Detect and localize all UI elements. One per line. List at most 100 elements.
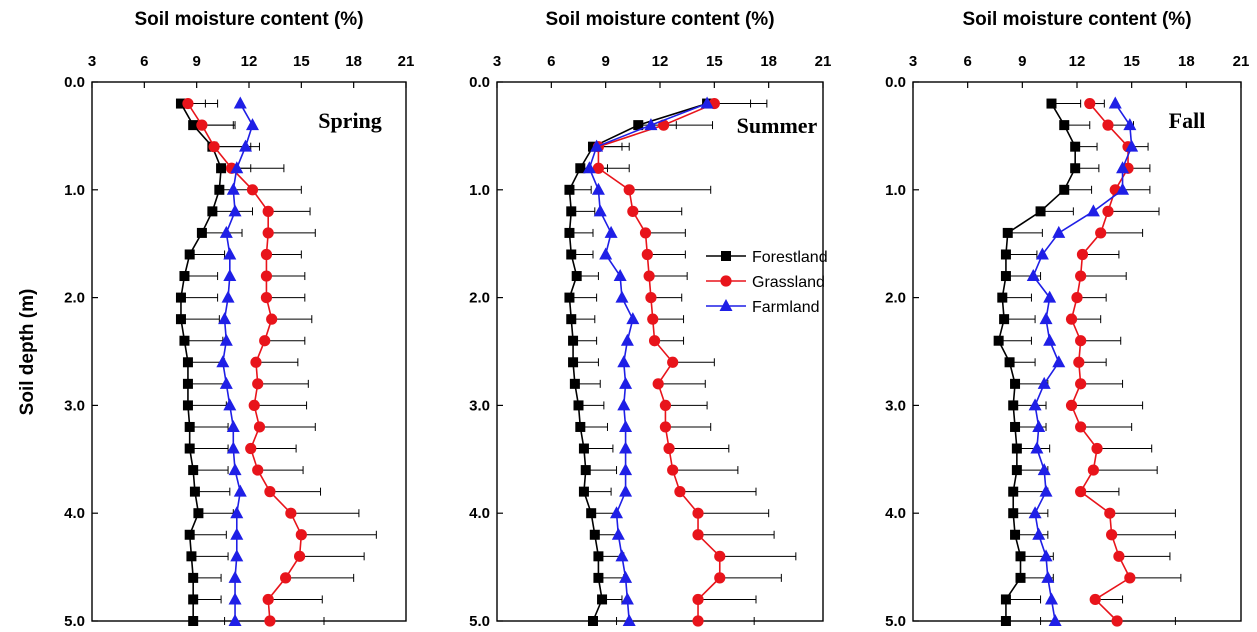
data-point: [627, 205, 639, 217]
data-point: [1052, 355, 1066, 368]
data-point: [652, 378, 664, 390]
series-farmland: [582, 96, 714, 626]
x-axis-title: Soil moisture content (%): [962, 9, 1191, 30]
y-tick-label: 2.0: [469, 290, 490, 307]
data-point: [1075, 378, 1087, 390]
x-tick-label: 6: [140, 53, 148, 70]
data-point: [623, 184, 635, 196]
data-point: [246, 184, 259, 196]
data-point: [196, 227, 207, 238]
data-point: [182, 378, 193, 389]
data-point: [228, 570, 242, 583]
data-point: [586, 508, 597, 519]
plot-frame: [912, 81, 1242, 622]
data-point: [226, 441, 240, 454]
data-point: [250, 356, 262, 368]
data-point: [590, 139, 604, 152]
data-point: [597, 594, 608, 605]
y-tick-label: 4.0: [469, 505, 490, 522]
data-point: [226, 419, 240, 432]
data-point: [714, 572, 726, 584]
series-farmland: [216, 96, 259, 626]
y-tick-label: 3.0: [885, 397, 906, 414]
data-point: [1035, 206, 1046, 217]
x-tick-label: 3: [909, 53, 917, 70]
data-point: [188, 616, 199, 626]
data-point: [223, 398, 237, 411]
data-point: [1065, 399, 1078, 411]
data-point: [566, 206, 577, 217]
data-point: [566, 249, 577, 260]
data-point: [1046, 98, 1057, 109]
y-tick-label: 3.0: [469, 397, 490, 414]
y-tick-label: 1.0: [469, 182, 490, 199]
data-point: [1010, 529, 1021, 540]
data-point: [564, 227, 575, 238]
data-point: [1011, 443, 1022, 454]
data-point: [1030, 441, 1044, 454]
data-point: [571, 271, 582, 282]
data-point: [1041, 570, 1055, 583]
data-point: [1070, 141, 1081, 152]
data-point: [293, 550, 306, 562]
data-point: [1124, 572, 1136, 584]
data-point: [1044, 592, 1058, 605]
data-point: [619, 376, 633, 389]
data-point: [230, 161, 244, 174]
data-point: [619, 463, 633, 476]
data-point: [578, 443, 589, 454]
data-point: [633, 120, 644, 131]
legend-item-grassland: Grassland: [706, 274, 825, 291]
data-point: [1039, 484, 1053, 497]
panel-summer: Soil moisture content (%) 3 6 9 12 15 18 21 0.0 1…: [469, 9, 831, 630]
data-point: [264, 615, 276, 627]
data-point: [714, 550, 726, 562]
data-point: [228, 463, 242, 476]
data-point: [1000, 616, 1011, 626]
data-point: [1113, 550, 1125, 562]
data-point: [1043, 290, 1057, 303]
x-tick-label: 18: [760, 53, 777, 70]
data-point: [593, 551, 604, 562]
data-point: [1010, 378, 1021, 389]
data-point: [216, 355, 230, 368]
data-point: [1104, 507, 1116, 519]
data-point: [262, 205, 274, 217]
data-point: [1048, 614, 1062, 626]
data-point: [692, 507, 704, 519]
data-point: [1002, 227, 1013, 238]
data-point: [643, 270, 655, 282]
data-point: [1052, 225, 1066, 238]
legend-label: Farmland: [752, 299, 820, 316]
y-tick-label: 0.0: [64, 74, 85, 91]
data-point: [1004, 357, 1015, 368]
data-point: [1015, 551, 1026, 562]
x-tick-label: 3: [493, 53, 501, 70]
data-point: [221, 290, 235, 303]
data-point: [593, 572, 604, 583]
data-point: [1116, 161, 1130, 174]
data-point: [245, 118, 259, 131]
series-grassland: [182, 97, 377, 627]
data-point: [644, 118, 658, 131]
data-point: [1102, 205, 1114, 217]
data-point: [1075, 486, 1087, 498]
y-axis-title: Soil depth (m): [17, 289, 38, 416]
series-forestland: [564, 98, 752, 626]
data-point: [674, 486, 686, 498]
data-point: [591, 182, 605, 195]
data-point: [188, 572, 199, 583]
data-point: [1043, 333, 1057, 346]
x-tick-label: 6: [547, 53, 555, 70]
data-point: [566, 314, 577, 325]
y-tick-label: 2.0: [64, 290, 85, 307]
x-tick-label: 3: [88, 53, 96, 70]
data-point: [182, 400, 193, 411]
data-point: [182, 357, 193, 368]
y-tick-label: 1.0: [885, 182, 906, 199]
x-tick-label: 12: [1069, 53, 1086, 70]
data-point: [1011, 465, 1022, 476]
y-tick-label: 1.0: [64, 182, 85, 199]
series-farmland: [1026, 96, 1139, 626]
x-axis-title: Soil moisture content (%): [545, 9, 774, 30]
